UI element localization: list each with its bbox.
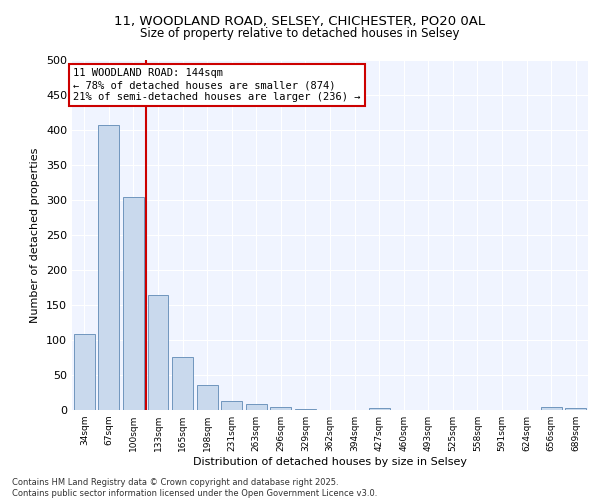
Text: Contains HM Land Registry data © Crown copyright and database right 2025.
Contai: Contains HM Land Registry data © Crown c… (12, 478, 377, 498)
Bar (123, 196, 144, 410)
Bar (221, 401, 242, 410)
Bar (197, 385, 218, 410)
Bar (74, 334, 95, 410)
Text: 11 WOODLAND ROAD: 144sqm
← 78% of detached houses are smaller (874)
21% of semi-: 11 WOODLAND ROAD: 144sqm ← 78% of detach… (73, 68, 361, 102)
Bar (148, 294, 169, 410)
Bar (295, 408, 316, 410)
Bar (565, 408, 586, 410)
Bar (172, 357, 193, 410)
Text: 11, WOODLAND ROAD, SELSEY, CHICHESTER, PO20 0AL: 11, WOODLAND ROAD, SELSEY, CHICHESTER, P… (115, 15, 485, 28)
Bar (271, 406, 292, 410)
Y-axis label: Number of detached properties: Number of detached properties (31, 148, 40, 322)
Bar (246, 404, 267, 410)
X-axis label: Distribution of detached houses by size in Selsey: Distribution of detached houses by size … (193, 457, 467, 467)
Bar (98, 125, 119, 410)
Text: Size of property relative to detached houses in Selsey: Size of property relative to detached ho… (140, 28, 460, 40)
Bar (368, 408, 389, 410)
Bar (541, 406, 562, 410)
